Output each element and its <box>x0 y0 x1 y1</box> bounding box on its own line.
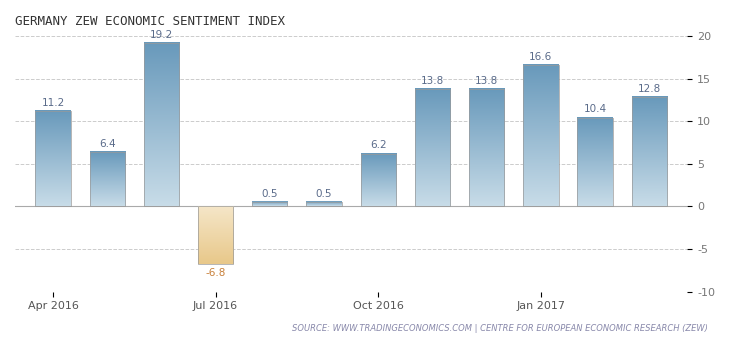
Bar <box>469 89 504 206</box>
Bar <box>90 152 125 206</box>
Text: 6.4: 6.4 <box>99 139 115 149</box>
Text: SOURCE: WWW.TRADINGECONOMICS.COM | CENTRE FOR EUROPEAN ECONOMIC RESEARCH (ZEW): SOURCE: WWW.TRADINGECONOMICS.COM | CENTR… <box>292 324 708 333</box>
Text: 12.8: 12.8 <box>638 84 661 94</box>
Bar <box>415 89 450 206</box>
Text: 19.2: 19.2 <box>150 30 173 39</box>
Text: 0.5: 0.5 <box>261 189 278 199</box>
Text: GERMANY ZEW ECONOMIC SENTIMENT INDEX: GERMANY ZEW ECONOMIC SENTIMENT INDEX <box>15 15 285 28</box>
Text: 16.6: 16.6 <box>529 52 553 62</box>
Text: -6.8: -6.8 <box>205 268 226 278</box>
Bar <box>523 65 558 206</box>
Text: 6.2: 6.2 <box>370 140 387 150</box>
Text: 13.8: 13.8 <box>475 75 499 86</box>
Text: 13.8: 13.8 <box>420 75 444 86</box>
Bar <box>307 202 342 206</box>
Text: 0.5: 0.5 <box>316 189 332 199</box>
Bar <box>35 111 71 206</box>
Text: 11.2: 11.2 <box>42 98 64 108</box>
Bar <box>144 43 179 206</box>
Bar <box>198 206 233 265</box>
Bar <box>252 202 288 206</box>
Bar <box>361 154 396 206</box>
Text: 10.4: 10.4 <box>583 104 607 115</box>
Bar <box>577 118 612 206</box>
Bar <box>631 98 667 206</box>
